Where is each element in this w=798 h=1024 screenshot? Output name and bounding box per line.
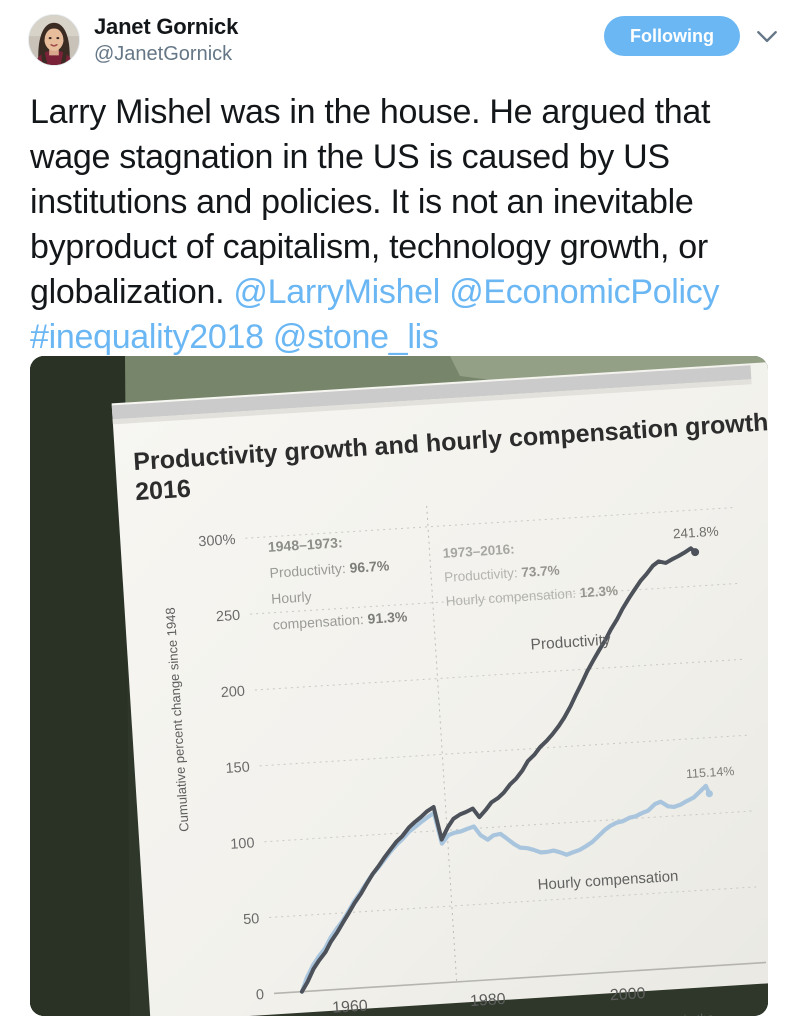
productivity-endpoint <box>691 548 700 557</box>
svg-text:Productivity: 73.7%: Productivity: 73.7% <box>444 563 560 585</box>
space <box>440 273 449 311</box>
vline-1973 <box>426 505 458 982</box>
y-tick-50: 50 <box>243 911 260 928</box>
y-tick-200: 200 <box>220 684 245 701</box>
mention-economicpolicy[interactable]: @EconomicPolicy <box>449 273 720 311</box>
chevron-down-icon[interactable] <box>754 23 780 49</box>
y-tick-100: 100 <box>230 835 255 852</box>
display-name[interactable]: Janet Gornick <box>94 14 239 39</box>
label-productivity: Productivity <box>530 632 611 654</box>
label-productivity-value: 241.8% <box>672 524 719 542</box>
svg-text:1973–2016:: 1973–2016: <box>442 541 515 560</box>
mention-stone-lis[interactable]: @stone_lis <box>272 318 439 356</box>
x-tick-2000: 2000 <box>609 985 646 1004</box>
y-tick-300: 300% <box>198 532 236 550</box>
header-actions: Following <box>604 10 780 56</box>
x-tick-1960: 1960 <box>332 998 369 1016</box>
y-tick-150: 150 <box>225 759 250 776</box>
svg-text:Hourly: Hourly <box>271 588 312 607</box>
tweet-header: Janet Gornick @JanetGornick Following <box>0 0 798 84</box>
tweet-body: Larry Mishel was in the house. He argued… <box>30 93 711 311</box>
gridlines <box>245 507 759 919</box>
tweet-photo[interactable]: Productivity growth and hourly compensat… <box>30 356 768 1016</box>
following-button[interactable]: Following <box>604 16 740 56</box>
space <box>264 318 273 356</box>
slide-photograph: Productivity growth and hourly compensat… <box>30 356 768 1016</box>
tweet-text: Larry Mishel was in the house. He argued… <box>0 84 798 360</box>
hashtag-inequality2018[interactable]: #inequality2018 <box>30 318 264 356</box>
x-axis-line <box>273 961 767 995</box>
y-tick-0: 0 <box>256 987 265 1003</box>
y-tick-250: 250 <box>216 608 241 625</box>
svg-text:1948–1973:: 1948–1973: <box>267 534 343 555</box>
handle[interactable]: @JanetGornick <box>94 43 233 65</box>
hourly-compensation-endpoint <box>705 790 713 798</box>
author-names: Janet Gornick @JanetGornick <box>94 10 604 67</box>
label-hourly-compensation-value: 115.14% <box>686 764 735 781</box>
svg-text:Productivity: 96.7%: Productivity: 96.7% <box>269 557 390 581</box>
x-tick-1980: 1980 <box>470 991 507 1010</box>
chart-title-line2: 2016 <box>134 475 191 506</box>
mention-larrymishel[interactable]: @LarryMishel <box>233 273 441 311</box>
avatar[interactable] <box>28 14 80 66</box>
series-productivity <box>299 546 698 994</box>
